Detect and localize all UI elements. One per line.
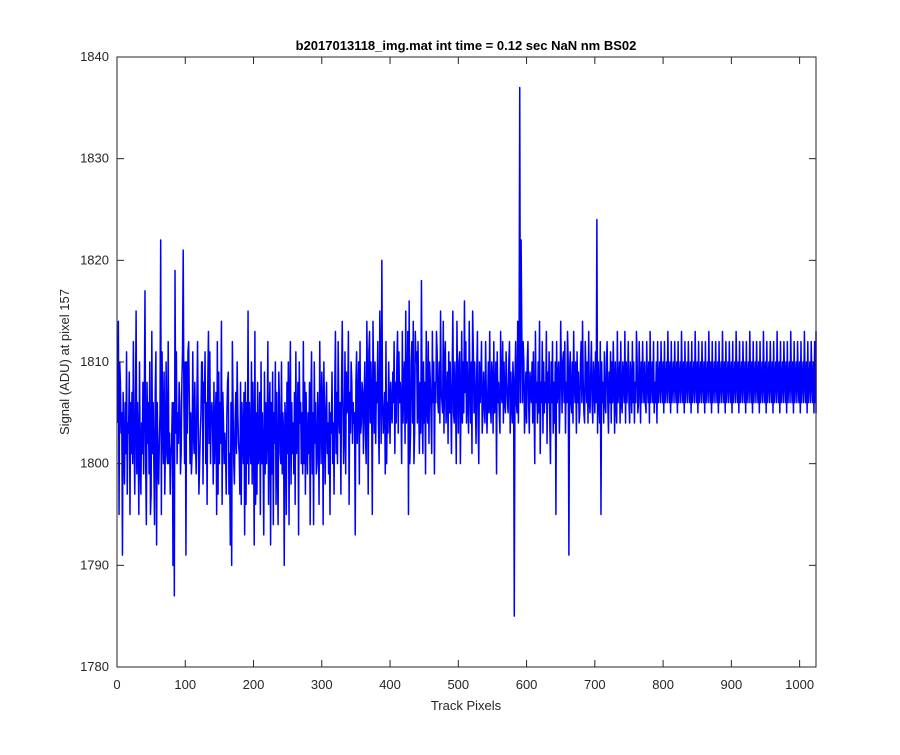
x-tick-label: 100 bbox=[174, 677, 196, 692]
x-tick-label: 200 bbox=[243, 677, 265, 692]
y-tick-label: 1830 bbox=[80, 151, 109, 166]
chart-title: b2017013118_img.mat int time = 0.12 sec … bbox=[296, 38, 637, 53]
y-tick-label: 1810 bbox=[80, 354, 109, 369]
y-axis: 1780 1790 1800 1810 1820 1830 1840 bbox=[80, 49, 816, 674]
x-tick-label: 600 bbox=[516, 677, 538, 692]
series-line bbox=[116, 86, 817, 617]
x-axis-label: Track Pixels bbox=[431, 698, 502, 713]
x-tick-label: 800 bbox=[652, 677, 674, 692]
x-tick-label: 700 bbox=[584, 677, 606, 692]
x-tick-label: 0 bbox=[113, 677, 120, 692]
y-tick-label: 1790 bbox=[80, 557, 109, 572]
y-tick-label: 1840 bbox=[80, 49, 109, 64]
x-tick-label: 900 bbox=[721, 677, 743, 692]
x-tick-label: 1000 bbox=[785, 677, 814, 692]
x-axis: 0 100 200 300 400 500 600 700 800 900 1000 bbox=[113, 57, 814, 692]
y-tick-label: 1820 bbox=[80, 252, 109, 267]
series-layer bbox=[116, 86, 817, 617]
y-tick-label: 1780 bbox=[80, 659, 109, 674]
x-tick-label: 500 bbox=[447, 677, 469, 692]
y-tick-label: 1800 bbox=[80, 456, 109, 471]
x-tick-label: 300 bbox=[311, 677, 333, 692]
y-axis-label: Signal (ADU) at pixel 157 bbox=[57, 289, 72, 435]
x-tick-label: 400 bbox=[379, 677, 401, 692]
